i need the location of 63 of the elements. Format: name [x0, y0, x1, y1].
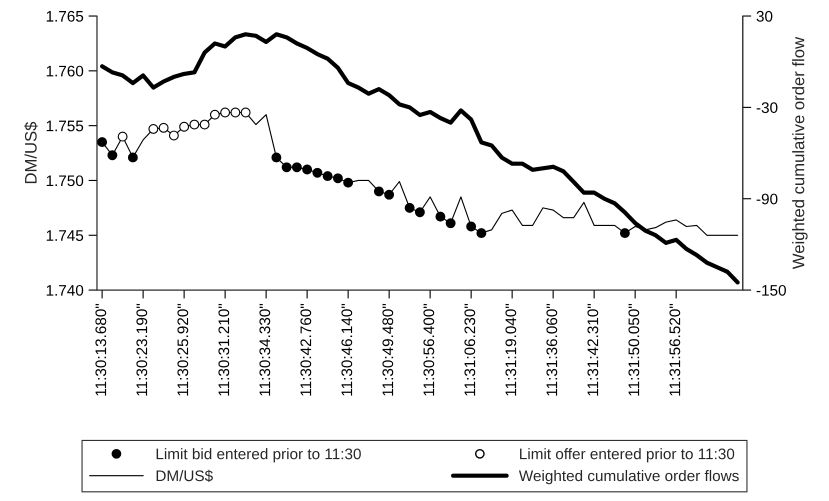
- point: [302, 164, 312, 174]
- point: [148, 124, 158, 134]
- y-tick-label: 1.765: [46, 10, 84, 22]
- point: [446, 218, 456, 228]
- legend-label: DM/US$: [156, 470, 213, 482]
- line-series: [100, 32, 740, 285]
- point: [220, 108, 230, 118]
- point: [189, 120, 200, 130]
- point: [179, 122, 190, 132]
- point: [200, 120, 210, 130]
- x-tick-label: 11:30:25.920": [177, 304, 188, 396]
- x-tick-label: 11:31:06.230": [464, 304, 476, 396]
- y2-tick-label: -90: [756, 194, 778, 204]
- point: [97, 137, 108, 148]
- x-tick-label: 11:30:56.400": [423, 304, 434, 396]
- point: [322, 171, 333, 182]
- y-tick-label: 1.750: [46, 175, 84, 186]
- point: [343, 178, 354, 188]
- point: [118, 132, 128, 142]
- y2-tick-label: 30: [756, 10, 772, 22]
- point: [230, 108, 240, 118]
- y2-axis-title: Weighted cumulative order flow: [792, 36, 808, 270]
- x-tick-label: 11:30:42.760": [300, 304, 312, 396]
- point: [312, 168, 322, 178]
- legend-label: Limit offer entered prior to 11:30: [520, 448, 734, 462]
- y-tick-label: 1.745: [46, 230, 84, 241]
- y2-tick-label: -30: [756, 102, 778, 114]
- point: [271, 152, 282, 162]
- point: [374, 186, 384, 196]
- x-tick-label: 11:30:23.190": [136, 304, 148, 396]
- x-tick-label: 11:31:56.520": [669, 304, 680, 396]
- point: [168, 130, 179, 140]
- point: [620, 228, 630, 238]
- x-tick-label: 11:30:31.210": [218, 304, 230, 396]
- point: [414, 207, 425, 218]
- x-tick-label: 11:30:34.330": [259, 304, 270, 396]
- point: [476, 228, 486, 238]
- legend-label: Weighted cumulative order flows: [518, 470, 739, 484]
- point: [404, 202, 415, 213]
- point: [384, 190, 394, 200]
- y-axis-title: DM/US$: [24, 122, 38, 184]
- y2-tick-label: -150: [756, 284, 786, 296]
- y-tick-label: 1.760: [46, 66, 84, 77]
- point: [158, 122, 169, 133]
- point: [332, 173, 343, 184]
- y-tick-label: 1.740: [46, 284, 84, 296]
- y-tick-label: 1.755: [46, 120, 84, 132]
- x-tick-label: 11:31:42.310": [587, 304, 598, 396]
- x-tick-label: 11:30:13.680": [95, 304, 106, 396]
- point: [107, 150, 118, 160]
- x-tick-label: 11:30:46.140": [341, 304, 352, 396]
- point: [128, 152, 138, 162]
- point: [282, 162, 292, 172]
- x-tick-label: 11:30:49.480": [382, 304, 394, 396]
- x-tick-label: 11:31:36.060": [546, 304, 558, 396]
- point: [210, 110, 220, 120]
- legend-label: Limit bid entered prior to 11:30: [156, 448, 361, 462]
- point: [435, 212, 446, 222]
- x-tick-label: 11:31:19.040": [505, 304, 516, 396]
- point: [466, 222, 476, 232]
- point: [292, 162, 302, 172]
- x-tick-label: 11:31:50.050": [628, 304, 640, 396]
- point: [240, 108, 251, 118]
